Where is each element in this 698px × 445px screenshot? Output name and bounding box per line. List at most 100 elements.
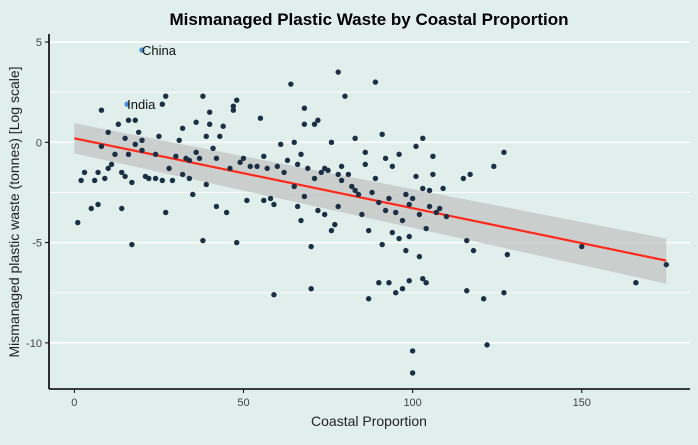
trend-line bbox=[74, 137, 667, 262]
data-point bbox=[135, 129, 142, 135]
data-point bbox=[179, 171, 186, 178]
data-point bbox=[193, 119, 199, 125]
data-point bbox=[504, 251, 511, 258]
data-point bbox=[81, 169, 88, 176]
data-point bbox=[470, 247, 477, 254]
point-labels: China India bbox=[127, 43, 177, 112]
data-point bbox=[200, 237, 206, 244]
data-point bbox=[122, 173, 128, 180]
y-tick-label: -5 bbox=[32, 238, 42, 250]
data-point bbox=[298, 151, 304, 158]
data-point bbox=[125, 151, 132, 158]
data-point bbox=[75, 219, 81, 226]
point-label: India bbox=[127, 97, 156, 112]
data-point bbox=[406, 233, 412, 240]
data-point bbox=[129, 179, 135, 186]
data-point bbox=[152, 151, 159, 158]
data-point bbox=[386, 280, 392, 286]
data-point bbox=[169, 177, 176, 184]
data-point bbox=[396, 151, 402, 158]
data-point bbox=[579, 243, 585, 250]
data-point bbox=[328, 139, 335, 146]
data-point bbox=[413, 173, 419, 180]
data-point bbox=[278, 141, 284, 148]
y-axis-label: Mismanaged plastic waste (tonnes) [Log s… bbox=[6, 66, 22, 357]
data-point bbox=[294, 161, 301, 168]
data-point bbox=[166, 165, 172, 172]
data-point bbox=[193, 149, 199, 156]
data-point bbox=[362, 161, 368, 168]
x-tick-label: 100 bbox=[403, 397, 421, 409]
data-point bbox=[335, 171, 341, 178]
data-point bbox=[176, 137, 182, 143]
data-point bbox=[318, 169, 324, 176]
data-point bbox=[325, 167, 331, 174]
data-point bbox=[311, 175, 318, 182]
data-point bbox=[420, 185, 426, 192]
point-label: China bbox=[142, 43, 177, 58]
data-point bbox=[372, 79, 379, 85]
data-point bbox=[91, 177, 98, 184]
data-point bbox=[420, 135, 426, 141]
data-point bbox=[210, 145, 216, 152]
data-point bbox=[315, 117, 321, 123]
data-point bbox=[633, 280, 639, 286]
confidence-band-layer bbox=[74, 123, 667, 284]
data-point bbox=[220, 123, 226, 129]
data-point bbox=[416, 253, 423, 260]
data-point bbox=[102, 175, 108, 182]
data-point bbox=[311, 121, 318, 127]
data-point bbox=[234, 239, 240, 246]
data-point bbox=[294, 203, 301, 210]
data-point bbox=[261, 197, 267, 204]
data-point bbox=[159, 101, 166, 107]
data-point bbox=[223, 209, 230, 216]
data-point bbox=[125, 117, 132, 123]
x-tick-label: 150 bbox=[573, 397, 591, 409]
data-point bbox=[203, 133, 209, 139]
data-point bbox=[264, 165, 270, 172]
data-point bbox=[460, 175, 467, 182]
data-point bbox=[139, 137, 145, 143]
data-point bbox=[379, 241, 385, 248]
data-point bbox=[372, 175, 379, 182]
data-point bbox=[146, 175, 152, 182]
data-point bbox=[501, 149, 507, 156]
data-point bbox=[213, 203, 220, 210]
data-point bbox=[430, 153, 436, 160]
data-point bbox=[403, 247, 409, 254]
data-point bbox=[365, 296, 372, 302]
data-point bbox=[413, 143, 419, 150]
data-point bbox=[98, 143, 105, 150]
data-point bbox=[227, 165, 233, 172]
data-point bbox=[105, 129, 111, 135]
data-point bbox=[423, 280, 429, 286]
data-point bbox=[338, 163, 345, 170]
data-point bbox=[386, 195, 392, 202]
data-point bbox=[362, 149, 368, 156]
data-point bbox=[430, 171, 436, 178]
data-point bbox=[389, 163, 396, 170]
data-point bbox=[132, 117, 138, 123]
data-point bbox=[274, 163, 281, 170]
data-point bbox=[206, 121, 213, 127]
data-point bbox=[112, 151, 118, 158]
data-point bbox=[376, 280, 382, 286]
x-tick-label: 0 bbox=[71, 397, 77, 409]
data-point bbox=[230, 107, 237, 113]
data-point bbox=[95, 201, 101, 208]
data-point bbox=[301, 193, 308, 200]
data-point bbox=[484, 342, 490, 348]
confidence-band bbox=[74, 123, 667, 284]
y-tick-label: 5 bbox=[36, 37, 42, 49]
data-point bbox=[423, 225, 429, 232]
data-point bbox=[369, 189, 375, 196]
data-point bbox=[382, 155, 389, 162]
data-point bbox=[284, 157, 291, 164]
data-point bbox=[301, 105, 308, 111]
y-tick-label: 0 bbox=[36, 137, 42, 149]
data-point bbox=[379, 131, 385, 137]
data-point bbox=[132, 141, 138, 148]
data-point bbox=[247, 163, 253, 170]
